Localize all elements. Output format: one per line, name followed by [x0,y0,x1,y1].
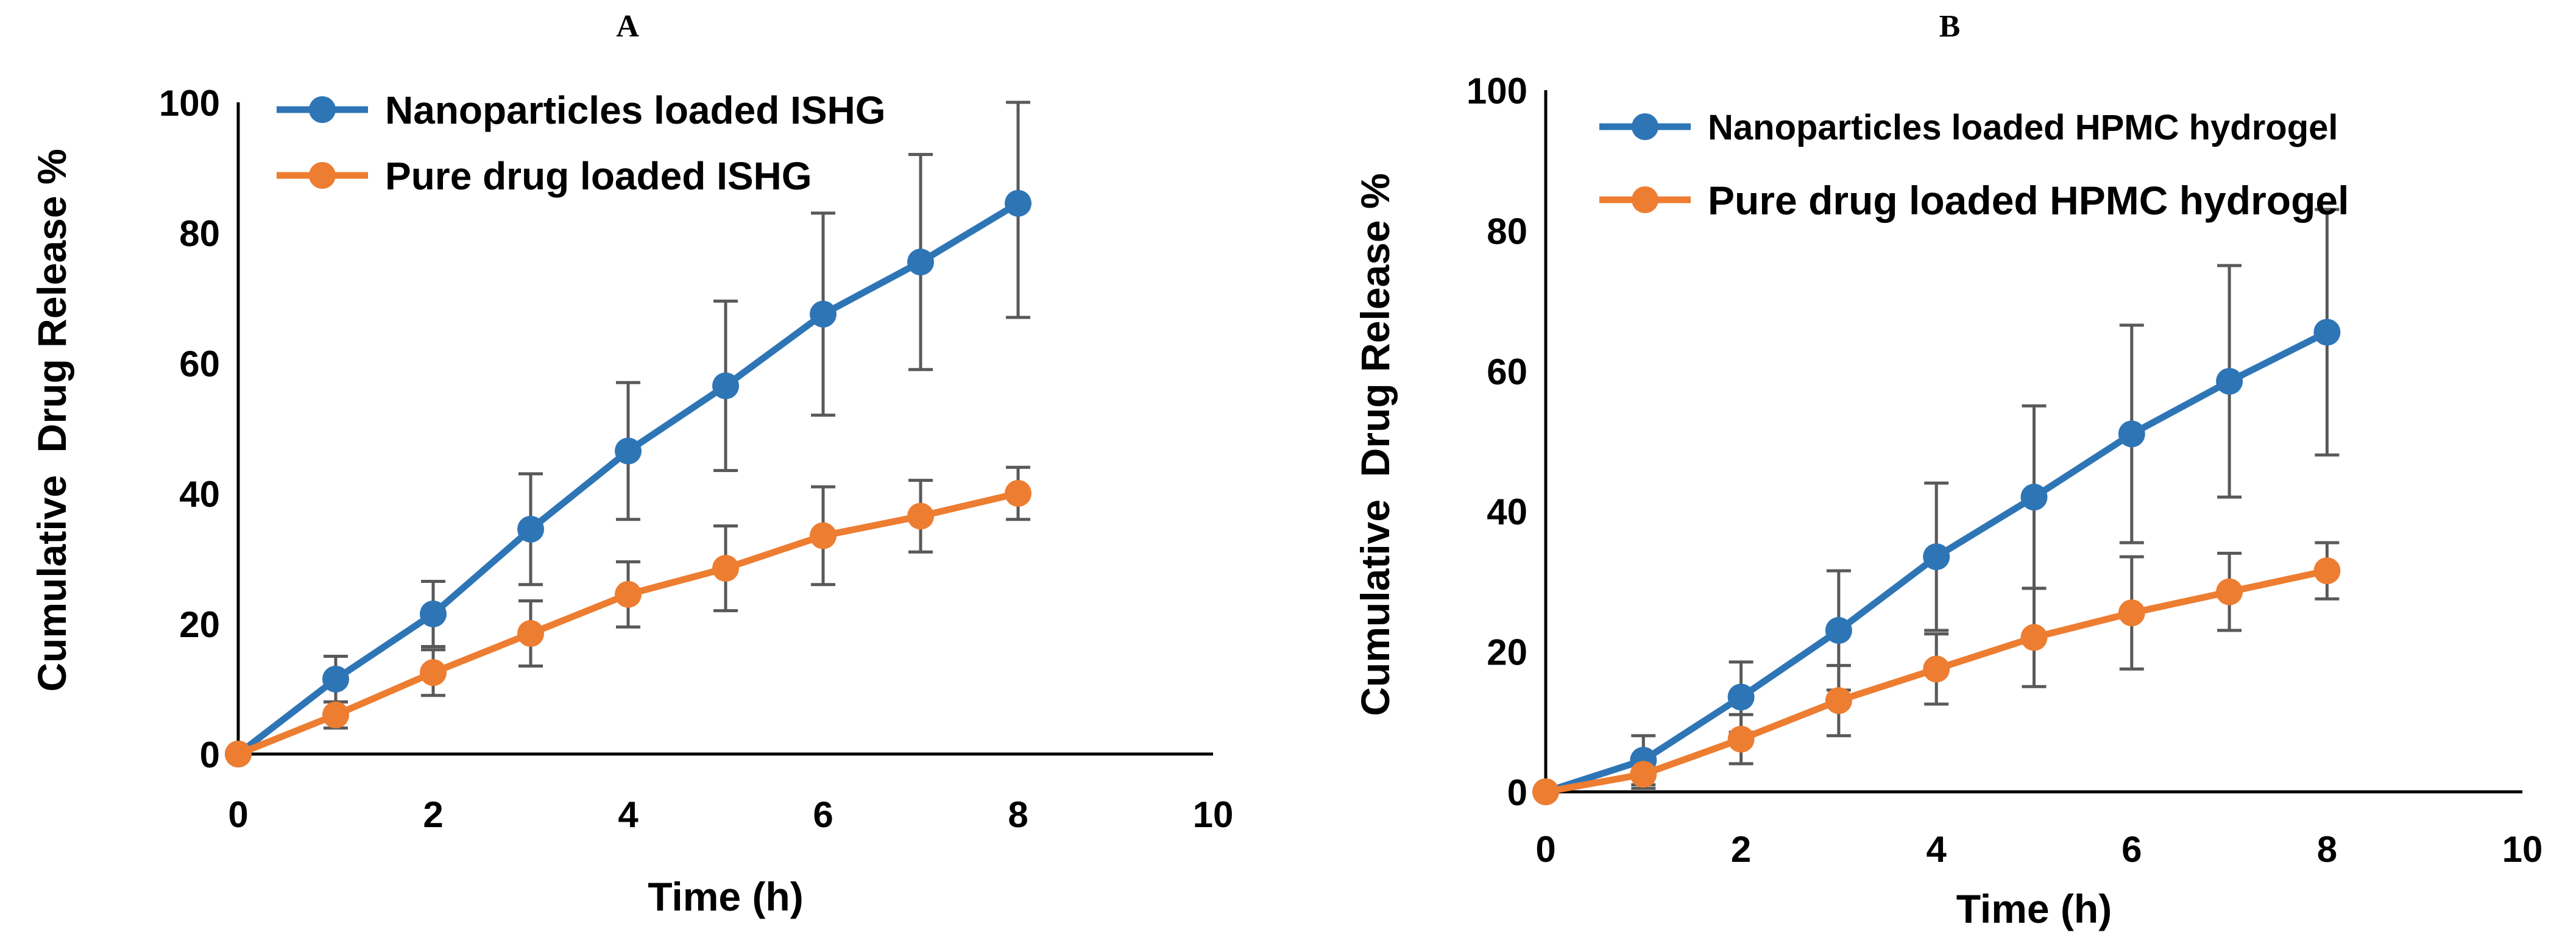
panel-a-series-1-point [712,372,739,400]
panel-a-y-tick-label: 0 [200,735,220,775]
panel-b-series-1-point [2313,319,2341,346]
panel-a-x-tick-label: 6 [813,794,833,835]
panel-a-y-tick-label: 100 [159,83,220,124]
panel-a-x-tick-label: 2 [423,794,443,835]
panel-b-y-tick-label: 80 [1487,211,1527,252]
panel-a-series-2-point [810,522,837,549]
panel-b-series-2-point [1923,655,1950,683]
panel-b-y-tick-label: 0 [1507,772,1527,813]
panel-a-series-1-point [322,665,349,693]
panel-a-y-axis-title: Cumulative Drug Release % [29,149,74,691]
panel-a-legend-swatch-marker [309,96,336,123]
panel-b-legend-swatch-marker [1632,113,1658,140]
panel-a-series-1-point [1005,189,1031,217]
panel-a-x-axis-title: Time (h) [648,874,803,919]
panel-a-x-tick-label: 10 [1193,794,1234,835]
panel-a-x-tick-label: 8 [1008,794,1028,835]
panel-a-series-2-point [225,741,252,767]
panel-a-y-tick-label: 80 [179,213,220,254]
panel-b-series-2-point [1727,725,1755,753]
panel-b-x-tick-label: 10 [2502,829,2543,870]
panel-b-x-axis-title: Time (h) [1956,886,2112,931]
panel-b-x-tick-label: 8 [2317,829,2337,870]
panel-a-legend-label: Nanoparticles loaded ISHG [385,88,886,132]
panel-a-series-1-point [810,300,837,328]
panel-b-x-tick-label: 0 [1535,829,1555,870]
panel-b-series-2-point [2313,557,2341,585]
panel-a-x-tick-label: 4 [618,794,639,835]
panel-b-series-1-point [1825,617,1852,644]
panel-a-y-tick-label: 20 [179,604,220,645]
panel-a-series-2-point [420,659,447,686]
panel-b-y-tick-label: 20 [1487,632,1527,673]
panel-a-legend-label: Pure drug loaded ISHG [385,154,812,198]
panel-b-series-1-point [2216,368,2243,395]
panel-a-y-tick-label: 40 [179,474,220,515]
panel-b-series-2-point [1532,778,1559,805]
panel-a-series-2-point [712,555,739,582]
panel-b-y-axis-title: Cumulative Drug Release % [1353,173,1398,716]
panel-a-series-2-point [322,701,349,728]
panel-b-panel-label: B [1939,9,1961,44]
panel-a-series-1-point [517,515,544,543]
panel-b-series-2-point [1630,761,1657,788]
panel-b-series-2-point [2118,599,2145,627]
panel-b-series-1-point [1923,543,1950,571]
panel-b-series-1-point [1727,683,1755,711]
panel-b-legend-swatch-marker [1632,186,1658,213]
panel-b-y-tick-label: 40 [1487,492,1527,532]
panel-b-series-1-point [2118,420,2145,448]
panel-a-series-1-point [907,249,934,276]
panel-b-y-tick-label: 60 [1487,351,1527,392]
panel-a-series-1-point [615,437,642,465]
panel-a-series-2-point [907,502,934,530]
panel-a-series-2-point [517,620,544,647]
panel-a-series-2-point [615,580,642,608]
panel-b-legend-label: Pure drug loaded HPMC hydrogel [1708,178,2349,223]
panel-b-series-2-point [2020,624,2048,651]
panel-b-x-tick-label: 4 [1927,829,1947,870]
panel-a-legend-swatch-marker [309,162,336,189]
panel-b-x-tick-label: 2 [1731,829,1751,870]
panel-b-x-tick-label: 6 [2121,829,2142,870]
panel-a-series-2-point [1005,480,1031,507]
panel-a-panel-label: A [616,9,639,44]
panel-b-series-2-point [2216,578,2243,605]
panel-a-y-tick-label: 60 [179,344,220,384]
panel-a-series-1-point [420,600,447,627]
panel-b-series-2-point [1825,687,1852,714]
panel-b-series-1-point [2020,484,2048,511]
panel-b-legend-label: Nanoparticles loaded HPMC hydrogel [1708,108,2338,147]
panel-a-x-tick-label: 0 [228,794,248,835]
panel-b-y-tick-label: 100 [1467,71,1527,111]
